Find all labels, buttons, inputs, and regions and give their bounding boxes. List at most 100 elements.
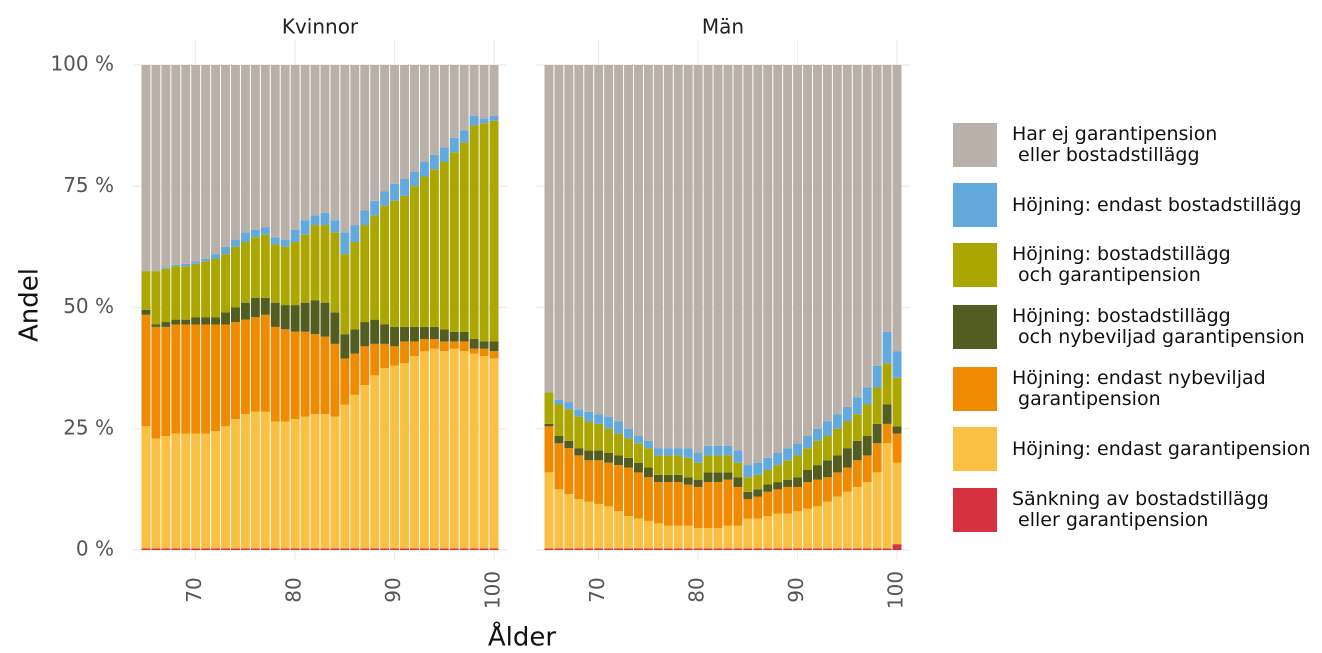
- y-tick-label: 75 %: [63, 173, 114, 197]
- bar-segment: [449, 548, 459, 550]
- bar-segment: [270, 244, 280, 303]
- bar-segment: [643, 520, 653, 549]
- bar-segment: [260, 548, 270, 550]
- bar-segment: [260, 314, 270, 412]
- bar-segment: [892, 462, 902, 545]
- bar-segment: [469, 65, 479, 116]
- bar-segment: [643, 467, 653, 478]
- bar-segment: [743, 548, 753, 550]
- bar-segment: [409, 171, 419, 187]
- bar-segment: [240, 548, 250, 550]
- bar-segment: [390, 548, 400, 550]
- bar-segment: [614, 433, 624, 456]
- bar-segment: [181, 263, 191, 267]
- bar-segment: [604, 428, 614, 453]
- bar-segment: [409, 326, 419, 342]
- bar-segment: [643, 65, 653, 441]
- bar-segment: [340, 358, 350, 405]
- bar-segment: [753, 496, 763, 519]
- bar-segment: [191, 548, 201, 550]
- bar-segment: [290, 419, 300, 549]
- bar-segment: [489, 120, 499, 342]
- bar-segment: [181, 433, 191, 549]
- bar-segment: [449, 348, 459, 549]
- bar-segment: [360, 385, 370, 549]
- x-tick-label: 100: [884, 571, 908, 609]
- bar-segment: [390, 326, 400, 347]
- bar-segment: [380, 343, 390, 369]
- legend-label: Har ej garantipension eller bostadstillä…: [1012, 123, 1218, 166]
- legend-key: [953, 427, 997, 471]
- bar-segment: [211, 317, 221, 325]
- bar-segment: [783, 460, 793, 480]
- bar-segment: [803, 436, 813, 449]
- bar-segment: [211, 431, 221, 549]
- bar-segment: [201, 259, 211, 262]
- bar-segment: [300, 548, 310, 550]
- bar-segment: [594, 65, 604, 415]
- bar-segment: [832, 414, 842, 429]
- bar-segment: [852, 486, 862, 549]
- bar-segment: [360, 346, 370, 386]
- bar-segment: [211, 254, 221, 259]
- bar-segment: [161, 548, 171, 550]
- bar-segment: [409, 341, 419, 356]
- bar-segment: [390, 346, 400, 366]
- bar-segment: [604, 65, 614, 417]
- bar-segment: [390, 183, 400, 201]
- bar-segment: [459, 331, 469, 342]
- bar-segment: [633, 65, 643, 437]
- bar-segment: [584, 460, 594, 502]
- bar-segment: [713, 472, 723, 483]
- bar-segment: [574, 409, 584, 417]
- bar-segment: [822, 501, 832, 549]
- bar-segment: [554, 548, 564, 550]
- bar-segment: [812, 548, 822, 550]
- bar-segment: [852, 397, 862, 415]
- bar-segment: [370, 65, 380, 201]
- bar-segment: [693, 548, 703, 550]
- bar-segment: [459, 341, 469, 352]
- bar-segment: [783, 448, 793, 461]
- bar-segment: [300, 331, 310, 417]
- bar-segment: [340, 548, 350, 550]
- bar-segment: [624, 516, 634, 549]
- bar-segment: [624, 65, 634, 429]
- bar-segment: [703, 482, 713, 529]
- bar-segment: [673, 525, 683, 549]
- bar-segment: [171, 319, 181, 325]
- bar-segment: [693, 479, 703, 487]
- bar-segment: [340, 334, 350, 359]
- bar-segment: [663, 482, 673, 526]
- bar-segment: [584, 65, 594, 412]
- bar-segment: [733, 462, 743, 478]
- bar-segment: [151, 548, 161, 550]
- bar-segment: [713, 548, 723, 550]
- bar-segment: [191, 324, 201, 434]
- bar-segment: [663, 448, 673, 456]
- legend-label: Höjning: bostadstillägg och garantipensi…: [1012, 243, 1231, 286]
- bar-segment: [832, 65, 842, 415]
- bar-segment: [862, 387, 872, 405]
- y-tick-label: 100 %: [50, 52, 114, 76]
- bar-segment: [479, 548, 489, 550]
- bar-segment: [564, 409, 574, 441]
- bar-segment: [221, 246, 231, 255]
- bar-segment: [390, 365, 400, 549]
- bar-segment: [260, 65, 270, 228]
- bar-segment: [240, 65, 250, 233]
- legend-key: [953, 305, 997, 349]
- bar-segment: [439, 162, 449, 330]
- bar-segment: [489, 548, 499, 550]
- bar-segment: [240, 319, 250, 415]
- bar-segment: [564, 448, 574, 495]
- x-tick-label: 70: [585, 577, 609, 602]
- bar-segment: [439, 548, 449, 550]
- bar-segment: [872, 472, 882, 549]
- x-tick-label: 90: [784, 577, 808, 602]
- bar-segment: [574, 455, 584, 500]
- bar-segment: [554, 404, 564, 437]
- bar-segment: [360, 65, 370, 211]
- bar-segment: [872, 387, 882, 424]
- bar-segment: [320, 302, 330, 337]
